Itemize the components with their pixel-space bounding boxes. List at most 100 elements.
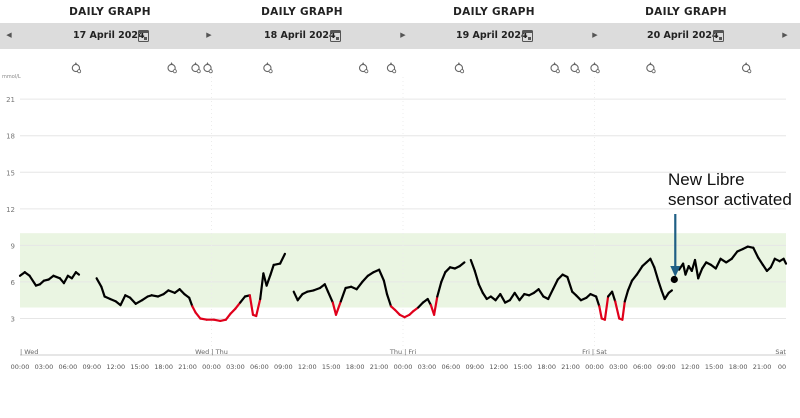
event-icon-cap (194, 62, 197, 65)
event-icon-badge (651, 69, 656, 74)
glucose-line-segment (594, 295, 601, 308)
glucose-line-segment (657, 279, 663, 292)
event-icon-badge (575, 69, 580, 74)
annotation-line-2: sensor activated (668, 190, 792, 209)
meal-event-icon (191, 62, 201, 74)
glucose-line-segment (323, 283, 330, 293)
x-tick-label: 06:00 (633, 363, 652, 371)
glucose-line-segment (167, 289, 176, 294)
date-nav-18-april: 18 April 2024 ▶ (210, 23, 406, 49)
x-tick-label: 09:00 (657, 363, 676, 371)
glucose-line-segment-low (255, 297, 262, 318)
glucose-line-segment-low (433, 295, 439, 316)
calendar-icon[interactable] (330, 30, 341, 42)
glucose-line-segment (361, 274, 369, 283)
y-tick-label: 6 (11, 279, 16, 287)
meal-event-icon (386, 62, 397, 74)
x-tick-label: 12:00 (489, 363, 508, 371)
event-icon-badge (747, 69, 752, 74)
glucose-line-segment (469, 258, 476, 272)
date-nav-17-april: ◀ 17 April 2024 ▶ (0, 23, 212, 49)
day-label: | Wed (20, 348, 38, 356)
glucose-line-segment (259, 272, 265, 301)
annotation-arrow-head (670, 266, 681, 277)
glucose-line-segment (649, 257, 656, 269)
chevron-left-icon[interactable]: ◀ (6, 32, 12, 39)
event-icon-badge (208, 69, 213, 74)
glucose-line-segment (473, 269, 480, 286)
chevron-right-icon[interactable]: ▶ (782, 32, 788, 39)
glucose-line-segment-low (393, 308, 401, 316)
glucose-line-segment (481, 291, 488, 301)
event-icon-cap (553, 62, 557, 65)
x-tick-label: 18:00 (729, 363, 748, 371)
glucose-line-segment (436, 280, 443, 298)
calendar-icon[interactable] (713, 30, 724, 42)
glucose-line-segment (458, 261, 466, 268)
glucose-line-segment (547, 288, 555, 301)
glucose-line-segment (382, 279, 389, 296)
glucose-line-segment (660, 289, 666, 301)
glucose-line-segment (265, 273, 272, 287)
x-tick-label: 03:00 (418, 363, 437, 371)
glucose-line-segment-low (229, 307, 237, 315)
glucose-line-segment (70, 271, 78, 280)
glucose-line-segment (499, 293, 507, 304)
x-tick-label: 00:00 (202, 363, 221, 371)
glucose-line-segment (623, 289, 630, 303)
calendar-icon[interactable] (522, 30, 533, 42)
glucose-line-segment (378, 268, 385, 282)
chevron-right-icon[interactable]: ▶ (206, 32, 212, 39)
chevron-right-icon[interactable]: ▶ (400, 32, 406, 39)
glucose-line-segment (684, 265, 690, 276)
glucose-line-segment (52, 274, 62, 280)
date-label: 19 April 2024 (456, 30, 528, 41)
meal-event-icon (646, 62, 656, 74)
glucose-line-segment-low (234, 301, 242, 310)
glucose-line-segment (769, 257, 776, 269)
x-tick-label: 18:00 (346, 363, 365, 371)
annotation-line-1: New Libre (668, 170, 745, 189)
day-label: Thu | Fri (389, 348, 416, 356)
glucose-line-segment (134, 299, 144, 305)
panel-title-2: DAILY GRAPH (261, 6, 343, 18)
event-icon-cap (648, 62, 652, 65)
event-icon-badge (196, 69, 201, 74)
sensor-activation-dot (670, 275, 678, 284)
meal-event-icon (570, 62, 580, 74)
glucose-line-segment-low (191, 305, 197, 314)
glucose-line-segment (417, 301, 424, 309)
glucose-line-segment (782, 257, 788, 265)
glucose-line-segment (663, 291, 670, 301)
event-icon-cap (361, 62, 365, 65)
glucose-line-segment (385, 293, 393, 308)
glucose-line-segment (667, 289, 674, 294)
meal-event-icon (741, 62, 752, 74)
y-tick-label: 12 (6, 206, 15, 214)
event-icon-badge (392, 69, 397, 74)
chevron-right-icon[interactable]: ▶ (592, 32, 598, 39)
x-tick-label: 21:00 (370, 363, 389, 371)
meal-event-icon (454, 62, 465, 74)
glucose-line-segment-low (224, 312, 232, 321)
glucose-line-segment (28, 274, 38, 287)
glucose-line-segment (630, 273, 638, 282)
glucose-line-segment (714, 257, 722, 270)
glucose-line-segment (292, 290, 299, 302)
x-tick-label: 15:00 (322, 363, 341, 371)
glucose-line-segment (312, 286, 322, 292)
y-tick-label: 9 (11, 242, 15, 250)
y-tick-label: 3 (11, 315, 15, 323)
glucose-line-segment (518, 293, 526, 302)
glucose-line-segment (494, 293, 502, 302)
glucose-line-segment-low (614, 300, 621, 320)
x-tick-label: 12:00 (106, 363, 125, 371)
calendar-icon[interactable] (138, 30, 149, 42)
x-tick-label: 00:00 (394, 363, 413, 371)
date-label: 17 April 2024 (73, 30, 145, 41)
glucose-line-segment (752, 246, 760, 259)
x-tick-label: 12:00 (298, 363, 317, 371)
glucose-line-segment-low (621, 300, 626, 321)
glucose-line-segment (653, 266, 660, 282)
